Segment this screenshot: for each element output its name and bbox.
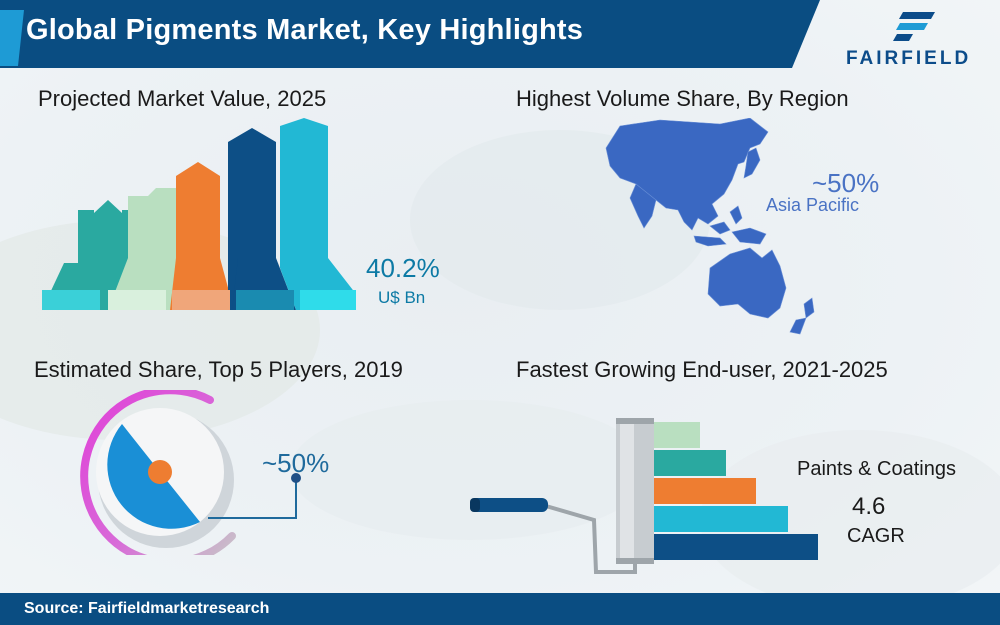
fairfield-logo-icon (893, 12, 935, 41)
volume-share-region: Asia Pacific (766, 195, 860, 215)
market-value-title: Projected Market Value, 2025 (38, 86, 327, 111)
market-value-unit: U$ Bn (378, 288, 426, 307)
footer-bar: Source: Fairfieldmarketresearch (0, 593, 1000, 625)
source-text: Source: Fairfieldmarketresearch (24, 600, 270, 617)
title-bar (0, 0, 820, 68)
page-title: Global Pigments Market, Key Highlights (26, 14, 584, 46)
logo-text: FAIRFIELD (846, 48, 972, 69)
players-share-number: ~50% (262, 448, 330, 478)
end-user-metric: CAGR (847, 525, 905, 547)
players-share-title: Estimated Share, Top 5 Players, 2019 (34, 357, 403, 382)
end-user-value: 4.6 (852, 493, 886, 520)
end-user-title: Fastest Growing End-user, 2021-2025 (516, 357, 888, 382)
pie-ring-icon (80, 390, 301, 555)
bar-arrows-icon (42, 118, 356, 310)
world-map-icon (605, 118, 815, 335)
end-user-segment: Paints & Coatings (797, 458, 956, 480)
volume-share-number: ~50% (812, 168, 880, 198)
paint-roller-icon (470, 418, 818, 574)
volume-share-title: Highest Volume Share, By Region (516, 86, 849, 111)
market-value-number: 40.2% (366, 253, 440, 283)
